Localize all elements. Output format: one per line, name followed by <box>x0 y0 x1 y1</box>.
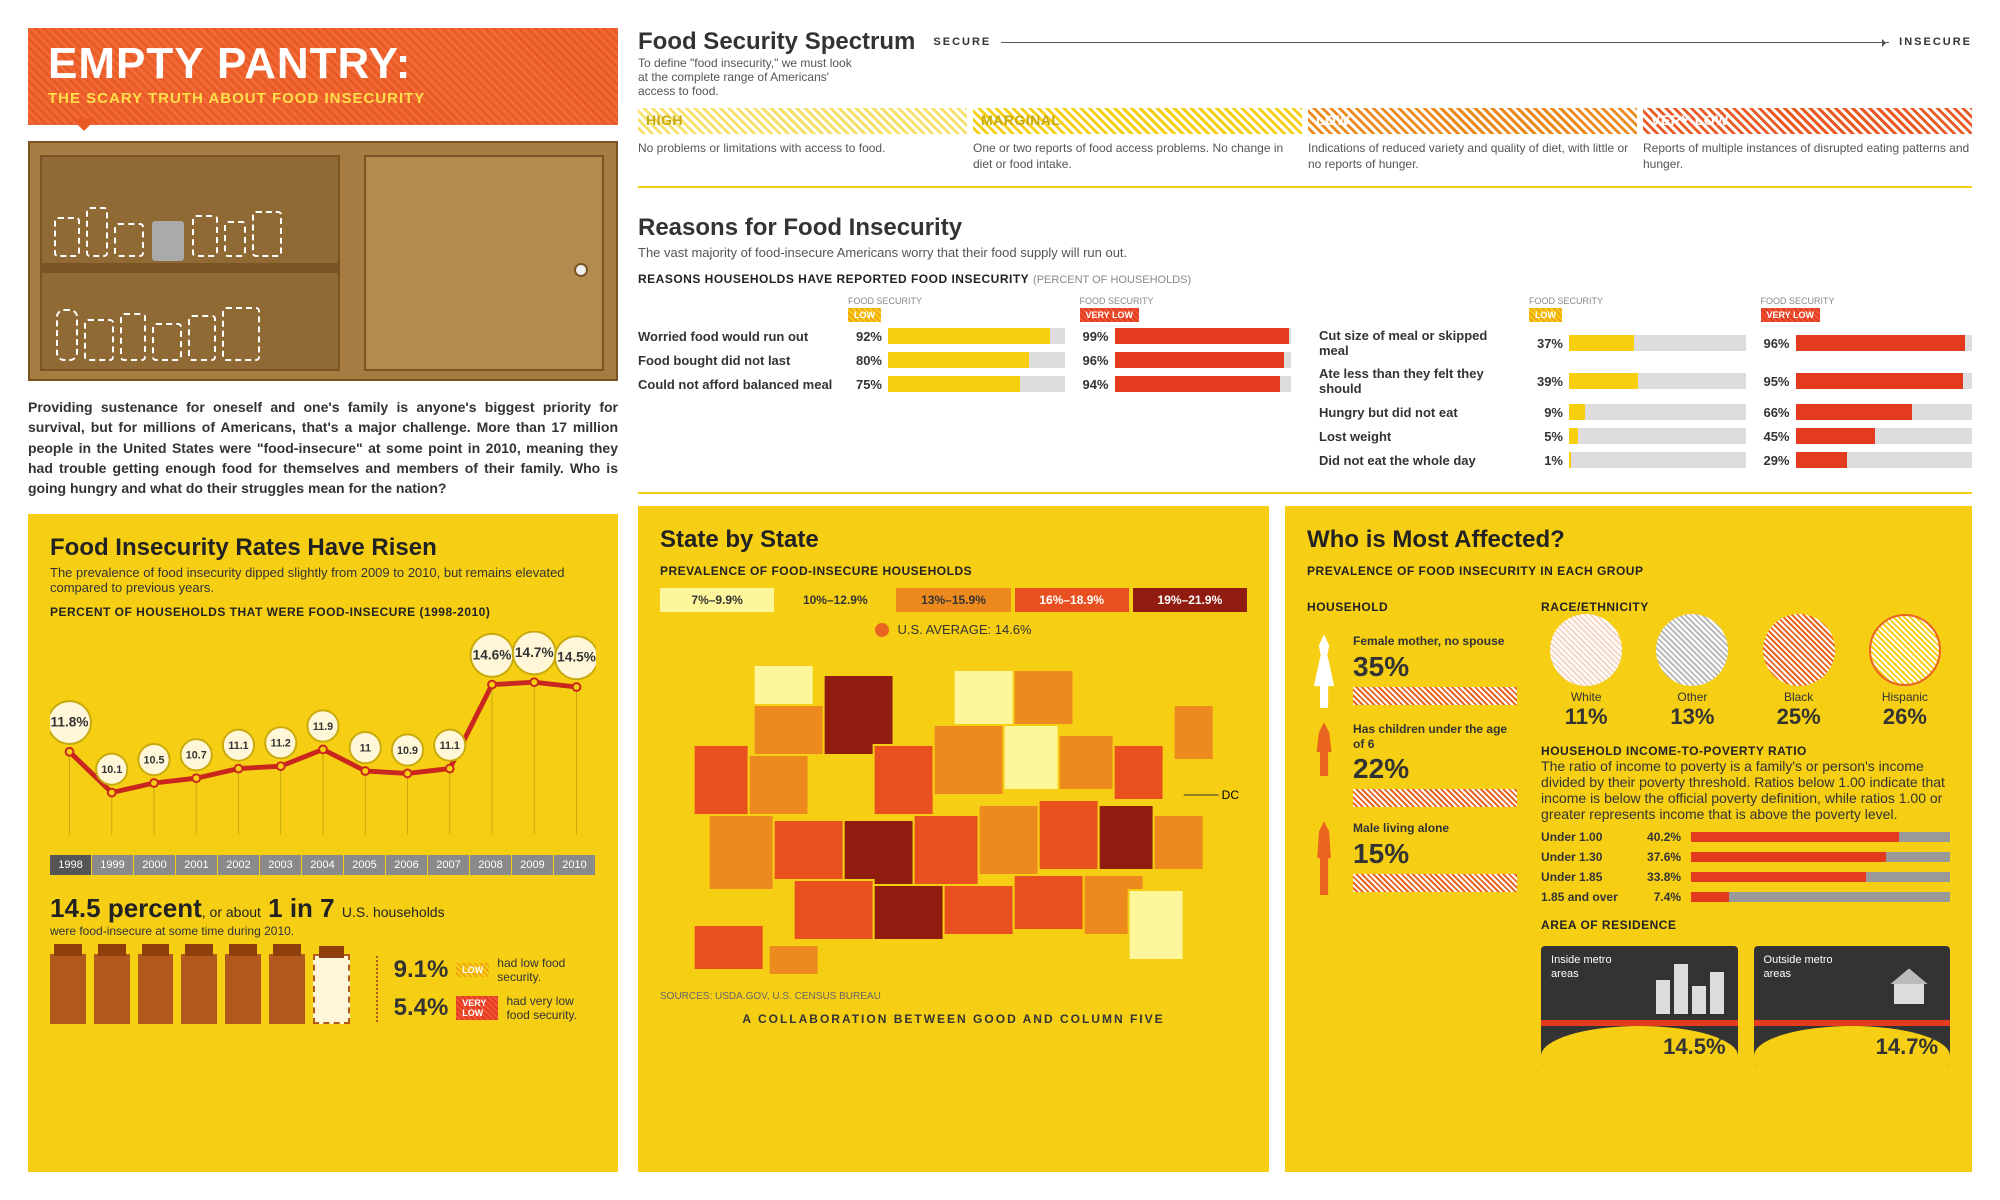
reason-row: Cut size of meal or skipped meal 37% 96% <box>1319 328 1972 358</box>
reason-row: Hungry but did not eat 9% 66% <box>1319 404 1972 420</box>
state-label: PREVALENCE OF FOOD-INSECURE HOUSEHOLDS <box>660 564 1247 578</box>
rates-panel: Food Insecurity Rates Have Risen The pre… <box>28 514 618 1172</box>
reason-row: Food bought did not last 80% 96% <box>638 352 1291 368</box>
svg-text:11.8%: 11.8% <box>51 715 89 730</box>
state-title: State by State <box>660 526 1247 554</box>
race-circle: Black25% <box>1754 614 1844 730</box>
svg-text:11: 11 <box>360 743 371 755</box>
reason-row: Could not afford balanced meal 75% 94% <box>638 376 1291 392</box>
low-pct: 9.1% <box>394 956 449 984</box>
svg-text:14.7%: 14.7% <box>515 645 554 660</box>
who-title: Who is Most Affected? <box>1307 526 1950 554</box>
vlow-pct: 5.4% <box>394 994 449 1022</box>
spectrum-arrow <box>1001 42 1889 43</box>
state-panel: State by State PREVALENCE OF FOOD-INSECU… <box>638 506 1269 1172</box>
rates-summary: 14.5 percent, or about 1 in 7 U.S. house… <box>50 893 596 924</box>
rates-year-axis: 1998199920002001200220032004200520062007… <box>50 855 596 875</box>
pantry-illustration <box>28 141 618 381</box>
svg-text:11.9: 11.9 <box>313 721 333 733</box>
race-circle: Hispanic26% <box>1860 614 1950 730</box>
sources-text: SOURCES: USDA.GOV, U.S. CENSUS BUREAU <box>660 991 1247 1002</box>
rates-sub: The prevalence of food insecurity dipped… <box>50 565 596 595</box>
poverty-row: Under 1.3037.6% <box>1541 850 1950 864</box>
poverty-row: 1.85 and over7.4% <box>1541 890 1950 904</box>
svg-text:14.5%: 14.5% <box>557 650 596 665</box>
spectrum-desc: To define "food insecurity," we must loo… <box>638 56 858 98</box>
spectrum-level: MARGINAL One or two reports of food acce… <box>973 108 1302 172</box>
spectrum-section: Food Security Spectrum To define "food i… <box>638 28 1972 188</box>
svg-text:11.2: 11.2 <box>271 738 291 750</box>
vlow-tag: VERY LOW <box>456 996 498 1020</box>
svg-text:11.1: 11.1 <box>228 741 248 753</box>
rates-summary-line2: were food-insecure at some time during 2… <box>50 924 596 938</box>
reason-row: Did not eat the whole day 1% 29% <box>1319 452 1972 468</box>
collab-text: A COLLABORATION BETWEEN GOOD AND COLUMN … <box>660 1012 1247 1026</box>
svg-text:10.9: 10.9 <box>397 745 418 757</box>
rates-bags: 9.1%LOWhad low food security. 5.4%VERY L… <box>50 954 596 1024</box>
us-map: DC <box>660 645 1247 985</box>
spectrum-right-label: INSECURE <box>1899 36 1972 48</box>
state-avg: U.S. AVERAGE: 14.6% <box>660 622 1247 637</box>
reasons-section: Reasons for Food Insecurity The vast maj… <box>638 200 1972 494</box>
spectrum-level: LOW Indications of reduced variety and q… <box>1308 108 1637 172</box>
svg-text:10.7: 10.7 <box>186 750 207 762</box>
reasons-sub: The vast majority of food-insecure Ameri… <box>638 245 1972 260</box>
title-banner: EMPTY PANTRY: THE SCARY TRUTH ABOUT FOOD… <box>28 28 618 125</box>
who-panel: Who is Most Affected? PREVALENCE OF FOOD… <box>1285 506 1972 1172</box>
reasons-title: Reasons for Food Insecurity <box>638 214 1972 242</box>
svg-text:11.1: 11.1 <box>440 741 460 753</box>
rates-label: PERCENT OF HOUSEHOLDS THAT WERE FOOD-INS… <box>50 605 596 619</box>
race-circle: Other13% <box>1647 614 1737 730</box>
poverty-row: Under 1.8533.8% <box>1541 870 1950 884</box>
reasons-right-col: FOOD SECURITYLOW FOOD SECURITYVERY LOW C… <box>1319 296 1972 476</box>
household-item: Male living alone15% <box>1307 821 1517 895</box>
state-legend: 7%–9.9%10%–12.9%13%–15.9%16%–18.9%19%–21… <box>660 588 1247 612</box>
reasons-left-col: FOOD SECURITYLOW FOOD SECURITYVERY LOW W… <box>638 296 1291 476</box>
page-title: EMPTY PANTRY: <box>48 42 598 86</box>
reason-row: Ate less than they felt they should 39% … <box>1319 366 1972 396</box>
spectrum-level: HIGH No problems or limitations with acc… <box>638 108 967 172</box>
page-subtitle: THE SCARY TRUTH ABOUT FOOD INSECURITY <box>48 90 598 107</box>
poverty-row: Under 1.0040.2% <box>1541 830 1950 844</box>
rates-title: Food Insecurity Rates Have Risen <box>50 534 596 562</box>
income-desc: The ratio of income to poverty is a fami… <box>1541 758 1950 822</box>
area-card: Inside metro areas 14.5% <box>1541 946 1737 1066</box>
spectrum-level: VERY LOW Reports of multiple instances o… <box>1643 108 1972 172</box>
rates-line-chart: 11.8% 10.1 10.5 10.7 11.1 11.2 11.9 11 10.9 11.1 1… <box>50 631 596 851</box>
race-circle: White11% <box>1541 614 1631 730</box>
spectrum-left-label: SECURE <box>933 36 991 48</box>
reason-row: Worried food would run out 92% 99% <box>638 328 1291 344</box>
area-card: Outside metro areas 14.7% <box>1754 946 1950 1066</box>
reason-row: Lost weight 5% 45% <box>1319 428 1972 444</box>
svg-text:10.5: 10.5 <box>144 755 165 767</box>
who-label: PREVALENCE OF FOOD INSECURITY IN EACH GR… <box>1307 564 1950 578</box>
low-tag: LOW <box>456 963 489 977</box>
intro-paragraph: Providing sustenance for oneself and one… <box>28 397 618 498</box>
household-item: Has children under the age of 622% <box>1307 722 1517 807</box>
svg-text:14.6%: 14.6% <box>473 648 512 663</box>
spectrum-title: Food Security Spectrum <box>638 28 915 56</box>
svg-text:10.1: 10.1 <box>101 765 122 777</box>
svg-text:DC: DC <box>1222 788 1240 802</box>
household-item: Female mother, no spouse35% <box>1307 634 1517 708</box>
